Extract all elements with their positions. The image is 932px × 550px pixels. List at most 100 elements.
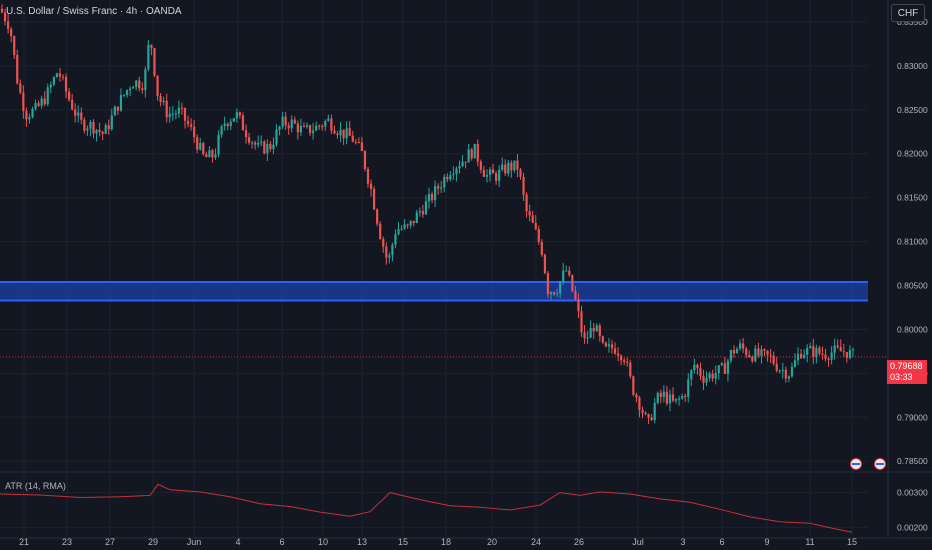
candle-body [760,349,763,356]
candle-body [577,299,580,312]
x-tick-label: 3 [680,537,685,547]
x-tick-label: 9 [764,537,769,547]
event-flag-icon[interactable] [850,458,862,470]
candle-body [345,128,348,139]
candle-body [83,119,86,131]
candle-body [800,353,803,359]
candle-body [610,344,614,349]
candle-body [845,351,848,358]
candle-body [339,129,342,136]
candle-body [458,166,461,169]
candle-body [379,223,382,240]
bar-countdown: 03:33 [890,372,913,382]
candle-body [257,143,260,145]
candle-body [763,349,766,351]
candle-body [141,88,144,91]
candle-body [723,363,726,374]
candle-body [376,209,379,224]
candle-body [528,211,531,216]
candle-body [312,130,315,134]
candle-body [488,169,492,175]
candle-body [373,189,376,210]
candle-body [318,125,321,127]
candle-body [531,215,534,223]
candle-body [77,112,80,116]
candle-body [61,76,65,78]
candle-body [28,117,31,120]
candle-body [659,392,662,397]
candle-body [650,417,653,421]
candle-body [324,120,327,127]
candle-body [461,161,464,167]
candle-body [507,162,510,174]
candle-body [620,355,623,361]
candle-body [174,113,177,115]
candle-body [281,116,284,127]
candle-body [119,95,123,111]
candle-body [626,361,629,363]
candle-body [132,86,135,89]
candle-body [406,224,409,226]
candle-body [815,347,818,358]
candle-body [473,143,476,159]
candle-body [784,370,787,379]
candle-body [156,75,159,96]
candle-body [604,342,607,347]
candle-body [430,194,434,201]
candle-body [101,131,104,134]
candle-body [812,346,815,358]
candle-body [440,187,443,189]
candle-body [501,164,504,170]
candle-body [251,142,254,144]
candle-body [315,125,318,131]
candle-body [476,143,479,162]
candle-body [217,134,220,155]
candle-body [598,325,601,337]
candle-body [71,99,74,110]
candle-body [418,211,421,213]
candle-body [702,375,705,383]
candle-body [549,292,553,295]
event-flag-icon[interactable] [874,458,886,470]
candle-body [452,174,455,176]
candle-body [0,8,4,13]
x-tick-label: 18 [441,537,451,547]
candle-body [662,391,665,397]
candle-body [226,123,229,127]
candle-body [464,161,467,163]
candle-body [284,116,287,126]
candle-body [229,121,232,127]
candle-body [357,142,360,144]
y-tick-label: 0.78500 [897,456,928,466]
candle-body [25,110,28,120]
candle-body [540,242,543,255]
candle-body [122,94,126,96]
candle-body [162,100,165,103]
candle-body [37,103,40,106]
candle-body [803,354,806,359]
x-tick-label: Jul [632,537,644,547]
candle-body [180,107,184,109]
candle-body [308,125,312,134]
candle-body [98,129,101,132]
candle-body [687,379,690,397]
candle-body [369,183,373,190]
candle-body [333,130,336,134]
candle-body [678,398,681,400]
candle-body [742,343,745,349]
candle-body [778,370,781,372]
candle-body [668,394,672,404]
candle-body [260,141,263,144]
atr-indicator-label[interactable]: ATR (14, RMA) [5,481,66,491]
candle-body [34,103,37,109]
candle-body [95,129,98,134]
currency-button[interactable]: CHF [891,4,925,22]
x-tick-label: 21 [19,537,29,547]
candle-body [247,137,251,143]
candle-body [19,83,22,93]
candle-body [595,325,598,332]
x-tick-label: 15 [847,537,857,547]
candle-body [632,376,635,395]
candle-body [580,311,583,333]
